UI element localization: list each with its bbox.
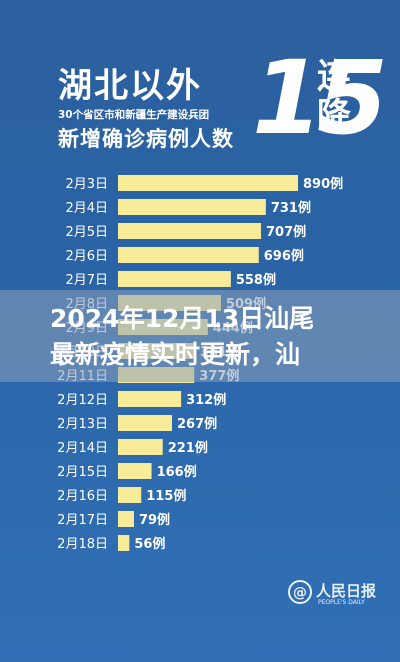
value-label: 115例 [146, 488, 186, 504]
value-label: 56例 [134, 536, 165, 552]
bar-chart: 2月3日 890例 2月4日 731例 2月5日 707例 2月6日 696例 2月7日 558例… [57, 175, 343, 552]
big-suffix: 连降 [317, 57, 351, 137]
category-label: 2月14日 [57, 441, 108, 456]
category-label: 2月13日 [57, 417, 108, 432]
title: 湖北以外 [58, 66, 202, 106]
category-label: 2月3日 [65, 177, 108, 192]
value-label: 267例 [177, 416, 217, 432]
value-label: 79例 [139, 512, 170, 528]
value-label: 707例 [266, 224, 306, 240]
banner-line-2: 最新疫情实时更新，汕 [50, 340, 301, 369]
banner-text: 2024年12月13日汕尾 最新疫情实时更新，汕 [50, 301, 400, 373]
bar [118, 487, 142, 503]
bar [118, 511, 134, 527]
value-label: 890例 [303, 176, 343, 192]
category-label: 2月4日 [65, 201, 108, 216]
category-label: 2月18日 [57, 537, 108, 552]
category-label: 2月5日 [65, 225, 108, 240]
banner-line-1: 2024年12月13日汕尾 [50, 304, 315, 333]
value-label: 696例 [264, 248, 304, 264]
logo-sub: PEOPLE'S DAILY [318, 599, 365, 606]
category-label: 2月15日 [57, 465, 108, 480]
bar [118, 247, 259, 263]
bar [118, 175, 298, 191]
value-label: 312例 [186, 392, 226, 408]
bar [118, 271, 231, 287]
bar [118, 199, 266, 215]
overlay-banner [0, 290, 400, 382]
bar [118, 223, 261, 239]
subtitle: 30个省区市和新疆生产建设兵团 [58, 109, 210, 121]
value-label: 221例 [168, 440, 208, 456]
bar [118, 463, 152, 479]
category-label: 2月17日 [57, 513, 108, 528]
value-label: 731例 [271, 200, 311, 216]
subtitle-2: 新增确诊病例人数 [58, 127, 234, 151]
bar [118, 439, 163, 455]
logo-name: 人民日报 [316, 582, 377, 600]
category-label: 2月12日 [57, 393, 108, 408]
value-label: 558例 [236, 272, 276, 288]
category-label: 2月7日 [65, 273, 108, 288]
bar [118, 415, 172, 431]
value-label: 166例 [157, 464, 197, 480]
category-label: 2月16日 [57, 489, 108, 504]
at-icon: @ [288, 580, 312, 604]
category-label: 2月6日 [65, 249, 108, 264]
bar [118, 535, 130, 551]
bar [118, 391, 182, 407]
big-number: 15 [252, 39, 388, 158]
